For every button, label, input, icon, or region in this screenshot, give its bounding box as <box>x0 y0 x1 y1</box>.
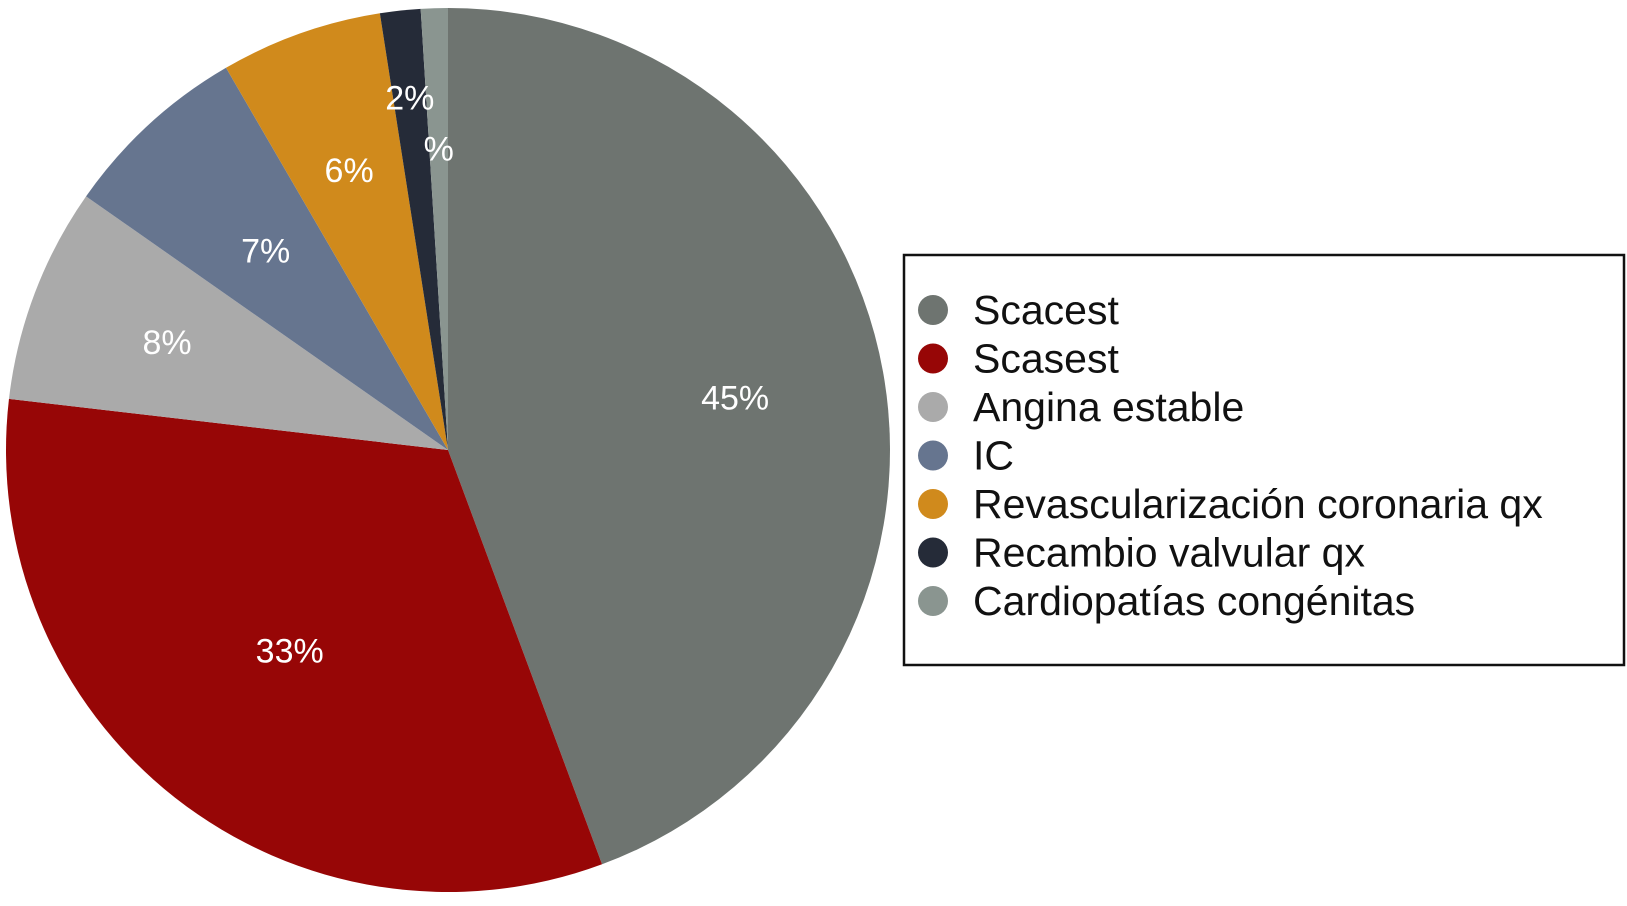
legend-label-scacest: Scacest <box>973 287 1119 333</box>
legend-box <box>902 253 1626 667</box>
pie-slice-ic <box>86 67 448 450</box>
slice-label-scacest: 45% <box>701 379 769 417</box>
pie-slice-recambio-valvular-qx <box>379 8 448 450</box>
pie-slice-revascularizacion-coronaria-qx <box>226 13 448 451</box>
legend-swatch-cardiopatias-congenitas <box>918 586 948 616</box>
legend-label-revascularizacion-coronaria-qx: Revascularización coronaria qx <box>973 481 1543 527</box>
pie-slice-labels: 45% 33% 8% 7% 6% 2%% <box>143 79 770 670</box>
slice-label-angina-estable: 8% <box>143 324 192 362</box>
legend-label-recambio-valvular-qx: Recambio valvular qx <box>973 530 1365 576</box>
pie-slice-angina-estable <box>8 196 448 450</box>
slice-label-cardiopatias-congenitas: % <box>424 131 454 169</box>
slice-label-ic: 7% <box>241 232 290 270</box>
pie-slices <box>5 8 891 893</box>
legend-swatch-angina-estable <box>918 392 948 422</box>
slice-label-recambio-valvular-qx: 2% <box>385 79 434 117</box>
legend-swatch-recambio-valvular-qx <box>918 537 948 568</box>
legend-swatch-revascularizacion-coronaria-qx <box>918 489 948 519</box>
legend-swatch-ic <box>918 440 948 471</box>
legend-swatch-scasest <box>918 343 948 374</box>
pie-slice-cardiopatias-congenitas <box>420 8 448 450</box>
legend-label-ic: IC <box>973 433 1014 479</box>
legend-label-angina-estable: Angina estable <box>973 384 1244 430</box>
slice-label-scasest: 33% <box>256 633 324 671</box>
legend-swatch-scacest <box>918 295 948 325</box>
legend-label-cardiopatias-congenitas: Cardiopatías congénitas <box>973 578 1415 624</box>
pie-slice-scasest <box>5 398 603 893</box>
legend-label-scasest: Scasest <box>973 336 1119 382</box>
slice-label-revascularizacion-coronaria-qx: 6% <box>325 152 374 190</box>
pie-slice-scacest <box>448 8 891 865</box>
